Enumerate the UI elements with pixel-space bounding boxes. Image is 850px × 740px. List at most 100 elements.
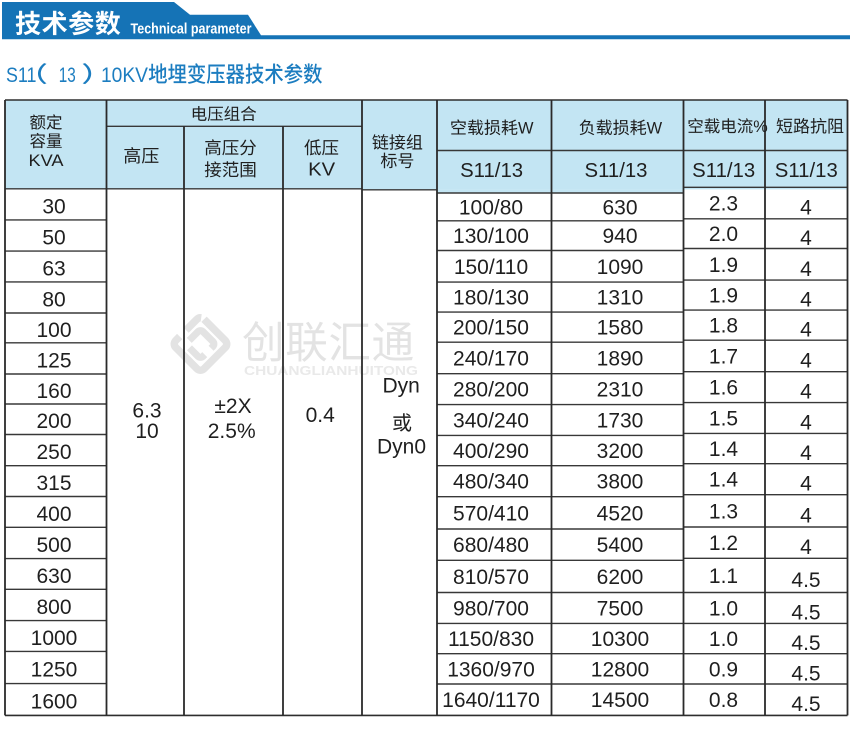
svg-text:0.4: 0.4 <box>306 404 336 427</box>
svg-text:1310: 1310 <box>597 287 644 310</box>
svg-text:100/80: 100/80 <box>459 196 523 219</box>
svg-text:250: 250 <box>36 441 71 464</box>
svg-text:1600: 1600 <box>31 690 78 713</box>
svg-text:4: 4 <box>800 411 812 434</box>
svg-text:4: 4 <box>800 319 812 342</box>
svg-text:%: % <box>753 118 768 136</box>
svg-text:1.5: 1.5 <box>709 407 738 430</box>
svg-text:200: 200 <box>36 410 71 433</box>
svg-text:1890: 1890 <box>597 347 644 370</box>
svg-text:W: W <box>518 119 534 138</box>
svg-text:4: 4 <box>800 381 812 404</box>
svg-text:10300: 10300 <box>591 628 649 651</box>
svg-text:±2X: ±2X <box>214 395 251 418</box>
svg-text:125: 125 <box>36 349 71 372</box>
svg-text:10KV: 10KV <box>101 64 148 87</box>
svg-text:800: 800 <box>36 596 71 619</box>
svg-text:1.0: 1.0 <box>709 597 738 620</box>
svg-text:Dyn: Dyn <box>383 374 420 397</box>
svg-text:1640/1170: 1640/1170 <box>442 689 540 712</box>
svg-text:4: 4 <box>800 349 812 372</box>
svg-text:KV: KV <box>308 160 335 180</box>
svg-text:630: 630 <box>36 565 71 588</box>
svg-text:80: 80 <box>42 288 65 311</box>
svg-text:200/150: 200/150 <box>453 317 529 340</box>
svg-text:315: 315 <box>36 472 71 495</box>
svg-text:7500: 7500 <box>597 597 644 620</box>
svg-text:680/480: 680/480 <box>453 534 529 557</box>
svg-text:13: 13 <box>59 64 76 87</box>
svg-text:0.8: 0.8 <box>709 689 738 712</box>
svg-text:130/100: 130/100 <box>453 225 529 248</box>
svg-text:4.5: 4.5 <box>791 601 820 624</box>
svg-text:S11/13: S11/13 <box>585 160 648 182</box>
svg-text:1.4: 1.4 <box>709 438 739 461</box>
svg-text:4: 4 <box>800 536 812 559</box>
svg-text:S11/13: S11/13 <box>460 160 523 182</box>
svg-text:1250: 1250 <box>31 658 78 681</box>
svg-text:30: 30 <box>42 196 65 219</box>
svg-text:1580: 1580 <box>597 317 644 340</box>
svg-text:980/700: 980/700 <box>453 597 529 620</box>
svg-text:1730: 1730 <box>597 409 644 432</box>
svg-text:1.6: 1.6 <box>709 377 738 400</box>
svg-text:1.9: 1.9 <box>709 254 738 277</box>
svg-text:240/170: 240/170 <box>453 347 529 370</box>
svg-text:1150/830: 1150/830 <box>448 628 534 651</box>
svg-text:10: 10 <box>135 420 158 443</box>
svg-text:1.3: 1.3 <box>709 500 738 523</box>
svg-text:CHUANGLIANHUITONG: CHUANGLIANHUITONG <box>244 363 418 378</box>
svg-text:400/290: 400/290 <box>453 440 529 463</box>
svg-text:150/110: 150/110 <box>454 256 528 279</box>
svg-text:S11: S11 <box>6 64 37 87</box>
svg-text:63: 63 <box>42 257 65 280</box>
svg-text:12800: 12800 <box>591 658 649 681</box>
svg-text:1.2: 1.2 <box>709 532 738 555</box>
svg-text:100: 100 <box>36 319 71 342</box>
svg-text:14500: 14500 <box>591 689 649 712</box>
svg-text:4.5: 4.5 <box>791 569 820 592</box>
svg-text:1.0: 1.0 <box>709 628 738 651</box>
svg-text:570/410: 570/410 <box>453 502 529 525</box>
svg-text:Dyn0: Dyn0 <box>377 435 426 458</box>
svg-text:Technical parameter: Technical parameter <box>131 20 252 37</box>
svg-text:6.3: 6.3 <box>132 400 161 423</box>
svg-text:KVA: KVA <box>29 152 64 170</box>
svg-text:2310: 2310 <box>597 379 644 402</box>
svg-text:3200: 3200 <box>597 440 644 463</box>
svg-text:4: 4 <box>800 227 812 250</box>
svg-text:1090: 1090 <box>597 256 644 279</box>
svg-text:280/200: 280/200 <box>453 379 529 402</box>
svg-text:340/240: 340/240 <box>453 409 529 432</box>
svg-text:4.5: 4.5 <box>791 693 820 716</box>
svg-text:4.5: 4.5 <box>791 632 820 655</box>
svg-text:1.8: 1.8 <box>709 315 738 338</box>
svg-text:1.1: 1.1 <box>709 565 738 588</box>
svg-text:3800: 3800 <box>597 471 644 494</box>
svg-text:1.9: 1.9 <box>709 285 738 308</box>
svg-text:1.7: 1.7 <box>709 345 738 368</box>
svg-text:6200: 6200 <box>597 566 644 589</box>
svg-text:4.5: 4.5 <box>791 662 820 685</box>
svg-text:W: W <box>647 119 663 138</box>
svg-text:500: 500 <box>36 534 71 557</box>
svg-text:2.0: 2.0 <box>709 223 738 246</box>
svg-text:4520: 4520 <box>597 502 644 525</box>
svg-text:2.5%: 2.5% <box>208 420 256 443</box>
svg-text:400: 400 <box>36 503 71 526</box>
svg-text:480/340: 480/340 <box>453 471 529 494</box>
svg-text:S11/13: S11/13 <box>775 160 838 182</box>
svg-text:4: 4 <box>800 473 812 496</box>
svg-text:4: 4 <box>800 504 812 527</box>
svg-text:4: 4 <box>800 289 812 312</box>
svg-text:4: 4 <box>800 442 812 465</box>
svg-text:1360/970: 1360/970 <box>447 658 535 681</box>
svg-text:810/570: 810/570 <box>453 566 529 589</box>
svg-text:4: 4 <box>800 258 812 281</box>
svg-text:S11/13: S11/13 <box>692 160 755 182</box>
svg-text:1000: 1000 <box>31 627 78 650</box>
svg-text:160: 160 <box>36 380 71 403</box>
svg-text:5400: 5400 <box>597 534 644 557</box>
svg-text:50: 50 <box>42 226 65 249</box>
svg-text:940: 940 <box>602 225 637 248</box>
